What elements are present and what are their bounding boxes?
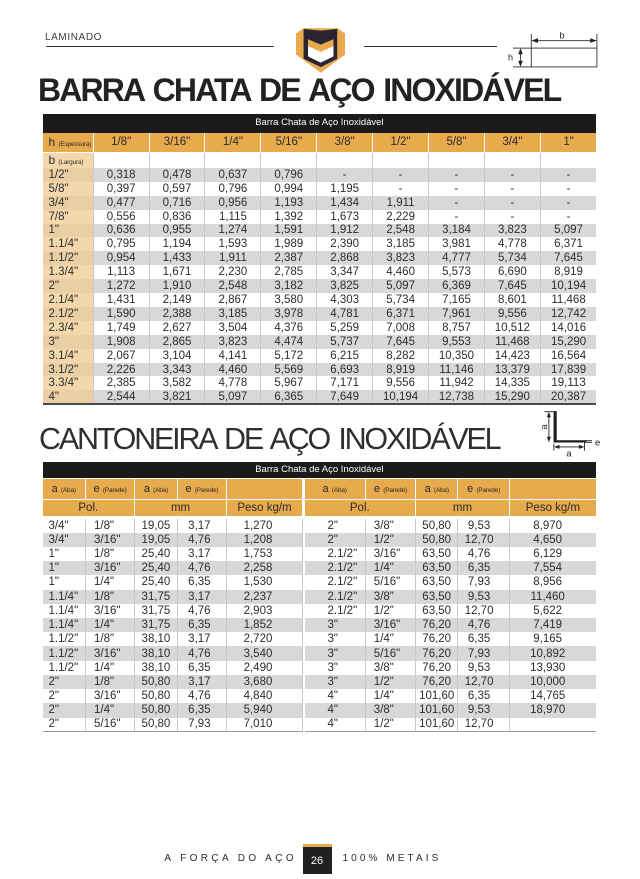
svg-text:b: b [559,31,564,41]
svg-text:h: h [508,53,513,63]
svg-text:e: e [595,438,600,449]
svg-text:a: a [566,449,572,459]
svg-text:a: a [539,424,550,430]
